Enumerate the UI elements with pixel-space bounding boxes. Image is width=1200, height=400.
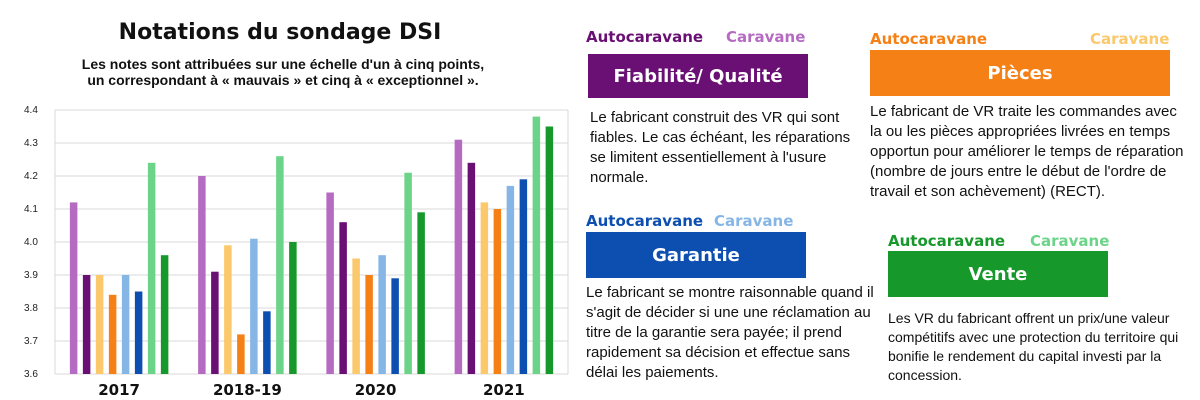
bar xyxy=(237,334,245,374)
y-tick-label: 4.2 xyxy=(24,171,38,182)
y-tick-label: 3.7 xyxy=(24,336,38,347)
chart-subtitle-line-1: Les notes sont attribuées sur une échell… xyxy=(81,56,485,72)
bar xyxy=(417,212,425,374)
y-tick-label: 4.4 xyxy=(24,105,38,116)
bar xyxy=(121,275,130,374)
bar xyxy=(480,202,489,374)
bar xyxy=(250,238,258,374)
chart-subtitle: Les notes sont attribuées sur une échell… xyxy=(0,56,566,88)
bar xyxy=(404,172,412,374)
legend-reliability-trailer: Caravane xyxy=(726,28,806,46)
warranty-label-box: Garantie xyxy=(586,232,806,278)
warranty-description: Le fabricant se montre raisonnable quand… xyxy=(586,284,874,381)
bar xyxy=(289,242,297,374)
legend-reliability-motorhome: Autocaravane xyxy=(586,28,704,46)
parts-description: Le fabricant de VR traite les commandes … xyxy=(870,103,1184,200)
bar xyxy=(545,126,554,374)
bar xyxy=(339,222,347,374)
y-tick-label: 4.3 xyxy=(24,138,38,149)
y-tick-label: 4.0 xyxy=(24,237,38,248)
bar xyxy=(352,258,360,374)
reliability-label-box: Fiabilité/ Qualité xyxy=(588,54,808,98)
legend-sales-trailer: Caravane xyxy=(1030,232,1110,250)
bar xyxy=(506,185,515,374)
bar xyxy=(378,255,386,374)
legend-warranty-trailer: Caravane xyxy=(714,212,794,230)
bar xyxy=(211,271,219,374)
x-category-label: 2017 xyxy=(98,381,140,399)
y-tick-label: 3.6 xyxy=(24,369,38,380)
bar xyxy=(198,176,206,374)
y-tick-label: 3.9 xyxy=(24,270,38,281)
bar xyxy=(391,278,399,374)
y-tick-label: 3.8 xyxy=(24,303,38,314)
bar xyxy=(519,179,528,374)
bar xyxy=(224,245,232,374)
legend-parts-trailer: Caravane xyxy=(1090,30,1170,48)
y-tick-label: 4.1 xyxy=(24,204,38,215)
bar xyxy=(263,311,271,374)
bar xyxy=(493,209,502,374)
warranty-label: Garantie xyxy=(652,244,740,266)
chart-title: Notations du sondage DSI xyxy=(118,20,442,45)
bar xyxy=(532,116,541,374)
legend-warranty-motorhome: Autocaravane xyxy=(586,212,704,230)
reliability-label: Fiabilité/ Qualité xyxy=(613,65,783,87)
legend-sales-motorhome: Autocaravane xyxy=(888,232,1006,250)
bar xyxy=(134,291,143,374)
reliability-description: Le fabricant construit des VR qui sont f… xyxy=(590,109,851,186)
bar xyxy=(467,162,476,374)
x-category-label: 2020 xyxy=(355,381,397,399)
parts-label-box: Pièces xyxy=(870,50,1170,96)
bar xyxy=(365,275,373,374)
x-category-label: 2021 xyxy=(483,381,525,399)
sales-label: Vente xyxy=(968,263,1028,285)
bar xyxy=(276,156,284,374)
bar xyxy=(95,275,104,374)
parts-label: Pièces xyxy=(987,62,1053,84)
sales-description: Les VR du fabricant offrent un prix/une … xyxy=(888,310,1179,383)
sales-label-box: Vente xyxy=(888,251,1108,297)
legend-parts-motorhome: Autocaravane xyxy=(870,30,988,48)
bar xyxy=(82,275,91,374)
chart-subtitle-line-2: un correspondant à « mauvais » et cinq à… xyxy=(87,72,479,88)
bar xyxy=(108,294,117,374)
bar xyxy=(454,139,463,374)
bar xyxy=(326,192,334,374)
bar xyxy=(147,162,156,374)
bar xyxy=(160,255,169,374)
bar-chart: 3.6 3.7 3.8 3.9 4.0 4.1 4.2 4.3 4.4 2017 2018-19 20… xyxy=(24,105,569,399)
bar xyxy=(69,202,78,374)
x-category-label: 2018-19 xyxy=(213,381,282,399)
